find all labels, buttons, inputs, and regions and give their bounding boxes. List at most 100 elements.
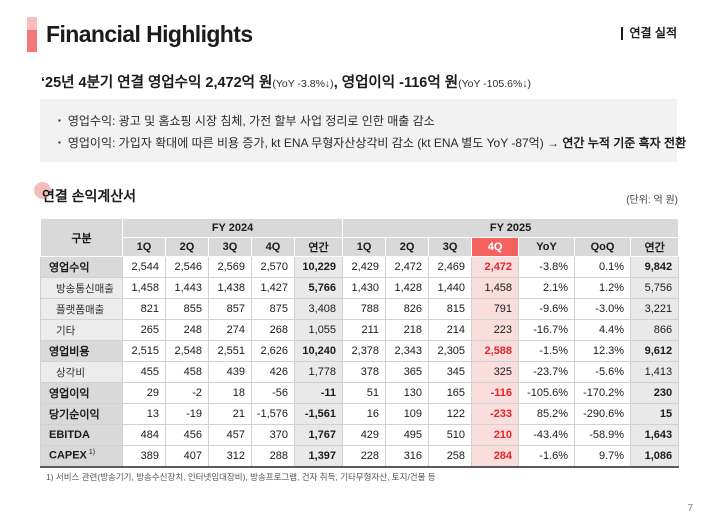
table-cell: 2,472: [471, 256, 520, 278]
table-cell: 821: [122, 298, 166, 320]
table-cell: 210: [471, 424, 520, 446]
table-cell: 228: [342, 445, 387, 467]
title-accent-bar: [27, 17, 37, 52]
table-cell: 10,240: [293, 340, 344, 362]
table-cell: 12.3%: [574, 340, 632, 362]
table-cell: 2,472: [385, 256, 430, 278]
table-header-row-cols: 1Q 2Q 3Q 4Q 연간 1Q 2Q 3Q 4Q YoY QoQ 연간: [41, 237, 680, 257]
table-cell: 1,413: [630, 361, 680, 383]
table-cell: 2,626: [251, 340, 295, 362]
table-cell: 455: [122, 361, 166, 383]
column-header-fy24-3q: 3Q: [208, 237, 252, 257]
table-cell: 1,458: [122, 277, 166, 299]
table-cell: 214: [428, 319, 473, 341]
table-cell: 258: [428, 445, 473, 467]
table-cell: 2,305: [428, 340, 473, 362]
title-accent-bar-dark: [27, 30, 37, 52]
page-number: 7: [687, 503, 693, 514]
table-cell: 0.1%: [574, 256, 632, 278]
table-cell: -19: [165, 403, 209, 425]
table-cell: -58.9%: [574, 424, 632, 446]
table-row: 당기순이익 13 -19 21 -1,576 -1,561 16 109 122 -233 85.2…: [40, 403, 680, 425]
table-cell: -3.8%: [518, 256, 576, 278]
table-cell: 365: [385, 361, 430, 383]
table-cell: -3.0%: [574, 298, 632, 320]
table-cell: 1,458: [471, 277, 520, 299]
column-header-fy25-qoq: QoQ: [574, 237, 632, 257]
table-row: 방송통신매출 1,458 1,443 1,438 1,427 5,766 1,430 1,42…: [40, 277, 680, 299]
bullet-text: 영업이익: 가입자 확대에 따른 비용 증가, kt ENA 무형자산상각비 감…: [67, 136, 563, 150]
row-label: 플랫폼매출: [40, 298, 123, 320]
table-cell: 230: [630, 382, 680, 404]
table-row: 기타 265 248 274 268 1,055 211 218 214 223 -16.7% 4.4…: [40, 319, 680, 341]
title-accent-bar-light: [27, 17, 37, 30]
table-cell: 1,427: [251, 277, 295, 299]
row-label: 방송통신매출: [40, 277, 123, 299]
table-cell: 875: [251, 298, 295, 320]
table-cell: 791: [471, 298, 520, 320]
table-row: 영업이익 29 -2 18 -56 -11 51 130 165 -116 -105.6% -170.…: [40, 382, 680, 404]
row-label: EBITDA: [40, 424, 123, 446]
table-row: EBITDA 484 456 457 370 1,767 429 495 510 210 -43.4…: [40, 424, 680, 446]
table-cell: 1,443: [165, 277, 209, 299]
table-cell: 378: [342, 361, 387, 383]
table-cell: 389: [122, 445, 166, 467]
table-cell: 1,397: [293, 445, 344, 467]
column-header-fy25-3q: 3Q: [428, 237, 473, 257]
table-cell: 439: [208, 361, 252, 383]
table-cell: -16.7%: [518, 319, 576, 341]
table-cell: 1,055: [293, 319, 344, 341]
table-cell: 211: [342, 319, 387, 341]
table-cell: 826: [385, 298, 430, 320]
table-cell: 2,551: [208, 340, 252, 362]
bullet-marker-icon: ▪: [58, 116, 61, 125]
table-cell: -11: [293, 382, 344, 404]
column-header-fy25-연간: 연간: [630, 237, 680, 257]
headline-separator: ,: [333, 75, 342, 91]
table-cell: 3,408: [293, 298, 344, 320]
table-cell: -290.6%: [574, 403, 632, 425]
table-cell: 429: [342, 424, 387, 446]
table-cell: 13: [122, 403, 166, 425]
table-cell: 325: [471, 361, 520, 383]
table-cell: 788: [342, 298, 387, 320]
table-cell: 457: [208, 424, 252, 446]
table-cell: 268: [251, 319, 295, 341]
table-cell: 9.7%: [574, 445, 632, 467]
table-cell: -116: [471, 382, 520, 404]
column-group-header-fy0: FY 2024: [121, 218, 344, 238]
table-cell: -170.2%: [574, 382, 632, 404]
headline-part2: 영업이익 -116억 원: [341, 75, 459, 91]
table-cell: 165: [428, 382, 473, 404]
table-cell: -56: [251, 382, 295, 404]
table-cell: 2,569: [208, 256, 252, 278]
table-cell: -5.6%: [574, 361, 632, 383]
row-label: 기타: [40, 319, 123, 341]
table-cell: 122: [428, 403, 473, 425]
column-header-fy24-1q: 1Q: [122, 237, 166, 257]
table-cell: 16: [342, 403, 387, 425]
summary-box: ▪ 영업수익: 광고 및 홈쇼핑 시장 침체, 가전 할부 사업 정리로 인한 매…: [40, 99, 686, 162]
header-tag: 연결 실적: [620, 27, 677, 40]
table-cell: 1,643: [630, 424, 680, 446]
headline-part2-note: (YoY -105.6%↓): [458, 78, 532, 90]
table-cell: 1,778: [293, 361, 344, 383]
table-cell: 2,588: [471, 340, 520, 362]
table-cell: 218: [385, 319, 430, 341]
table-cell: 288: [251, 445, 295, 467]
table-cell: 855: [165, 298, 209, 320]
footnote: 1) 서비스 관련(방송기기, 방송수신장치, 인터넷임대장비), 방송프로그램…: [46, 472, 436, 482]
table-cell: 2.1%: [518, 277, 576, 299]
income-statement-table: 구분 FY 2024 FY 2025 1Q 2Q 3Q 4Q 연간 1Q 2Q 3Q 4Q YoY QoQ…: [40, 218, 680, 468]
table-cell: 815: [428, 298, 473, 320]
table-cell: -105.6%: [518, 382, 576, 404]
bullet-item: ▪ 영업수익: 광고 및 홈쇼핑 시장 침체, 가전 할부 사업 정리로 인한 매…: [58, 110, 659, 132]
unit-label: (단위: 억 원): [626, 195, 678, 206]
table-cell: 2,429: [342, 256, 387, 278]
table-cell: 9,842: [630, 256, 680, 278]
slide-header: Financial Highlights: [27, 17, 253, 52]
bullet-item: ▪ 영업이익: 가입자 확대에 따른 비용 증가, kt ENA 무형자산상각비 …: [58, 132, 686, 154]
footnote-ref: 1): [86, 449, 96, 457]
table-row: CAPEX 1) 389 407 312 288 1,397 228 316 258 284 -1.…: [40, 445, 680, 467]
table-cell: 2,548: [165, 340, 209, 362]
